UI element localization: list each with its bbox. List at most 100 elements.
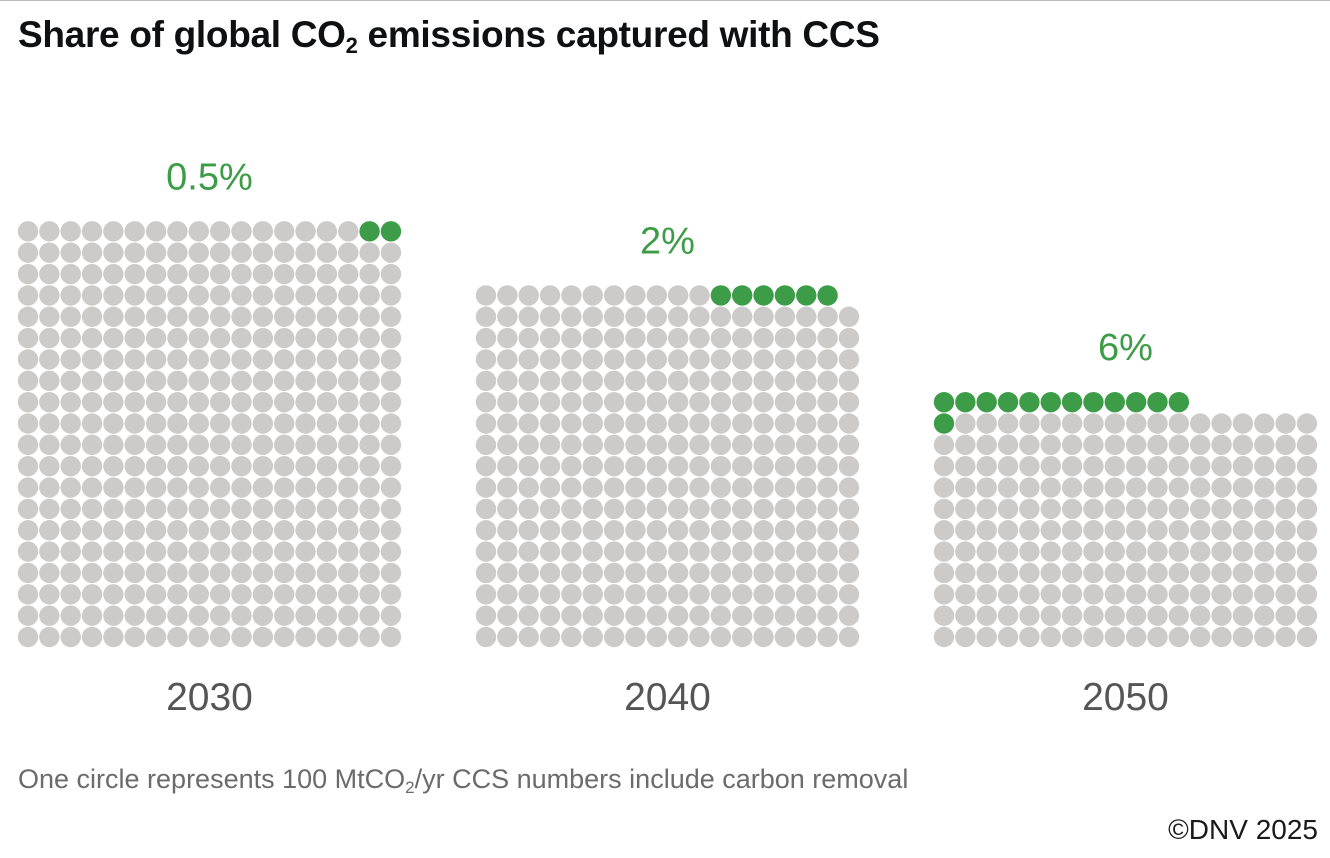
emission-circle: [497, 605, 518, 626]
emission-circle: [209, 370, 231, 391]
emission-circle: [561, 498, 582, 520]
emission-circle: [145, 541, 167, 562]
emission-circle: [145, 285, 167, 306]
emission-circle: [167, 541, 188, 562]
emission-circle: [209, 541, 231, 562]
emission-circle: [1104, 605, 1126, 626]
emission-circle: [231, 285, 252, 306]
emission-circle: [1147, 605, 1168, 626]
emission-circle: [145, 391, 167, 413]
emission-circle: [60, 477, 81, 498]
emission-circle: [582, 584, 603, 605]
emission-circle: [1061, 562, 1083, 584]
emission-circle: [667, 370, 689, 391]
emission-circle: [1190, 541, 1211, 562]
emission-circle: [753, 413, 774, 434]
emission-circle: [1254, 541, 1275, 562]
emission-circle: [710, 605, 732, 626]
emission-circle: [796, 370, 817, 391]
emission-circle: [976, 562, 997, 584]
emission-circle: [518, 434, 539, 456]
emission-circle: [774, 306, 796, 327]
emission-circle: [1083, 562, 1104, 584]
emission-circle: [1296, 541, 1318, 562]
emission-circle: [955, 413, 976, 434]
emission-circle: [145, 349, 167, 370]
emission-circle: [1061, 477, 1083, 498]
emission-circle: [231, 327, 252, 349]
emission-circle: [518, 370, 539, 391]
emission-circle: [1083, 584, 1104, 605]
emission-circle: [518, 327, 539, 349]
emission-circle: [380, 456, 402, 477]
emission-circle: [1083, 498, 1104, 520]
emission-circle: [252, 391, 274, 413]
emission-circle: [710, 327, 732, 349]
emission-circle: [796, 327, 817, 349]
emission-circle: [1040, 541, 1061, 562]
emission-circle: [359, 391, 380, 413]
emission-circle: [231, 434, 252, 456]
emission-circle: [103, 221, 124, 242]
emission-circle: [753, 349, 774, 370]
emission-circle: [475, 456, 497, 477]
emission-circle: [475, 562, 497, 584]
emission-circle: [976, 541, 997, 562]
emission-circle: [252, 584, 274, 605]
emission-circle: [39, 626, 60, 648]
emission-circle: [646, 584, 667, 605]
emission-circle: [518, 456, 539, 477]
emission-circle: [1147, 498, 1168, 520]
emission-circle: [753, 605, 774, 626]
emission-circle: [338, 349, 359, 370]
emission-circle: [1168, 541, 1190, 562]
emission-circle: [955, 605, 976, 626]
emission-circle: [933, 434, 955, 456]
emission-circle: [774, 498, 796, 520]
captured-circle: [997, 391, 1019, 413]
chart-title: Share of global CO2 emissions captured w…: [18, 14, 880, 58]
emission-circle: [1232, 562, 1254, 584]
emission-circle: [295, 370, 316, 391]
emission-circle: [582, 327, 603, 349]
emission-circle: [753, 306, 774, 327]
emission-circle: [1040, 456, 1061, 477]
emission-circle: [274, 477, 295, 498]
emission-circle: [188, 263, 209, 285]
emission-circle: [338, 584, 359, 605]
emission-circle: [1040, 626, 1061, 648]
emission-circle: [1190, 584, 1211, 605]
emission-circle: [518, 413, 539, 434]
emission-circle: [103, 520, 124, 541]
emission-circle: [209, 626, 231, 648]
emission-circle: [316, 626, 338, 648]
emission-circle: [209, 221, 231, 242]
emission-circle: [60, 520, 81, 541]
emission-circle: [689, 285, 710, 306]
emission-circle: [646, 562, 667, 584]
emission-circle: [603, 349, 625, 370]
emission-circle: [145, 456, 167, 477]
emission-circle: [1061, 626, 1083, 648]
emission-circle: [295, 327, 316, 349]
emission-circle: [17, 477, 39, 498]
emission-circle: [316, 477, 338, 498]
emission-circle: [338, 477, 359, 498]
emission-circle: [997, 520, 1019, 541]
emission-circle: [539, 584, 561, 605]
panel-2030: 0.5% 2030: [17, 156, 402, 719]
emission-circle: [625, 498, 646, 520]
emission-circle: [603, 562, 625, 584]
emission-circle: [667, 562, 689, 584]
emission-circle: [838, 349, 860, 370]
emission-circle: [380, 285, 402, 306]
emission-circle: [561, 285, 582, 306]
emission-circle: [17, 370, 39, 391]
emission-circle: [1275, 626, 1296, 648]
emission-circle: [689, 370, 710, 391]
emission-circle: [209, 498, 231, 520]
emission-circle: [1083, 520, 1104, 541]
emission-circle: [81, 391, 103, 413]
emission-circle: [475, 520, 497, 541]
emission-circle: [838, 434, 860, 456]
